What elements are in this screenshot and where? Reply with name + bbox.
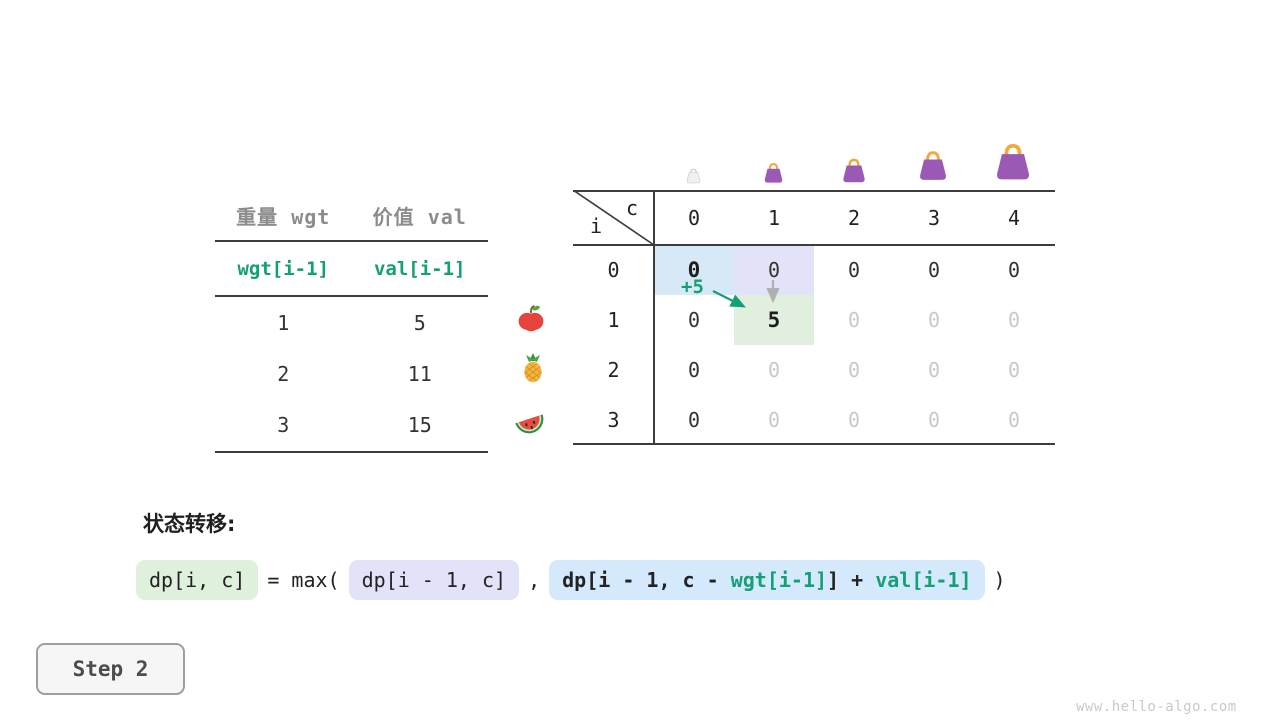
dp-row-header-3: 3 bbox=[607, 408, 620, 432]
dp-cell-r3c3: 0 bbox=[927, 408, 941, 432]
items-row-2: 2 11 bbox=[215, 348, 488, 399]
state-transition-formula: dp[i, c] = max( dp[i - 1, c] , dp[i - 1,… bbox=[136, 560, 1006, 600]
bag-icon-capacity-3 bbox=[916, 148, 950, 186]
formula-term-skip: dp[i - 1, c] bbox=[348, 560, 520, 600]
dp-row-header-0: 0 bbox=[607, 258, 620, 282]
items-table-var-row: wgt[i-1] val[i-1] bbox=[215, 242, 488, 297]
formula-separator: , bbox=[528, 568, 541, 592]
bag-icon-capacity-2 bbox=[840, 156, 868, 188]
dp-cell-r2c0: 0 bbox=[687, 358, 701, 382]
item-2-weight: 2 bbox=[277, 361, 290, 386]
watermark: www.hello-algo.com bbox=[1076, 699, 1237, 715]
state-transition-label: 状态转移: bbox=[143, 512, 236, 536]
items-table: 重量 wgt 价值 val wgt[i-1] val[i-1] 1 5 2 11… bbox=[215, 190, 488, 453]
dp-cell-r3c0: 0 bbox=[687, 408, 701, 432]
dp-border-bottom bbox=[573, 443, 1055, 445]
dp-border-vertical bbox=[653, 190, 655, 445]
items-table-header: 重量 wgt 价值 val bbox=[215, 190, 488, 242]
dp-table: c i 0 1 2 3 4 0 1 2 3 0 0 0 0 0 0 5 0 0 … bbox=[573, 190, 1055, 445]
dp-corner-cell: c i bbox=[573, 190, 654, 245]
bag-icon-capacity-4 bbox=[992, 140, 1034, 186]
bag-icon-capacity-1 bbox=[762, 161, 785, 188]
dp-row-header-1: 1 bbox=[607, 308, 620, 332]
dp-cell-r0c2: 0 bbox=[847, 258, 861, 282]
dp-cell-r1c1: 5 bbox=[734, 295, 814, 345]
dp-cell-r2c4: 0 bbox=[1007, 358, 1021, 382]
dp-cell-r2c2: 0 bbox=[847, 358, 861, 382]
items-header-value: 价值 val bbox=[372, 204, 467, 229]
items-header-weight: 重量 wgt bbox=[236, 204, 331, 229]
dp-border-header bbox=[573, 244, 1055, 246]
dp-col-header-4: 4 bbox=[1007, 205, 1021, 230]
dp-column-headers: 0 1 2 3 4 bbox=[654, 190, 1054, 245]
dp-cell-r3c1: 0 bbox=[767, 408, 781, 432]
dp-col-header-3: 3 bbox=[927, 205, 941, 230]
item-1-value: 5 bbox=[413, 310, 426, 335]
dp-row-header-2: 2 bbox=[607, 358, 620, 382]
dp-cell-r0c0: 0 bbox=[654, 245, 734, 295]
formula-take-prefix: dp[i - 1, c - bbox=[562, 568, 731, 592]
items-row-1: 1 5 bbox=[215, 297, 488, 348]
dp-cell-r0c1: 0 bbox=[734, 245, 814, 295]
dp-cell-r1c0: 0 bbox=[687, 308, 701, 332]
dp-col-header-0: 0 bbox=[687, 205, 701, 230]
formula-term-take: dp[i - 1, c - wgt[i-1]] + val[i-1] bbox=[549, 560, 985, 600]
dp-corner-col-label: c bbox=[625, 196, 638, 220]
items-row-3: 3 15 bbox=[215, 399, 488, 453]
dp-cell-r1c2: 0 bbox=[847, 308, 861, 332]
dp-col-header-1: 1 bbox=[767, 205, 781, 230]
apple-icon bbox=[516, 303, 546, 333]
formula-close-paren: ) bbox=[993, 568, 1006, 592]
dp-cells: 0 0 0 0 0 0 5 0 0 0 0 0 0 0 0 0 0 0 0 0 bbox=[654, 245, 1054, 445]
item-1-weight: 1 bbox=[277, 310, 290, 335]
dp-cell-r0c3: 0 bbox=[927, 258, 941, 282]
watermelon-icon bbox=[513, 405, 547, 439]
pineapple-icon bbox=[517, 352, 549, 384]
bag-icon-capacity-0 bbox=[685, 167, 702, 188]
dp-cell-r3c4: 0 bbox=[1007, 408, 1021, 432]
dp-cell-r3c2: 0 bbox=[847, 408, 861, 432]
dp-col-header-2: 2 bbox=[847, 205, 861, 230]
formula-equals-max: = max( bbox=[267, 568, 340, 592]
step-button[interactable]: Step 2 bbox=[36, 643, 185, 695]
items-var-weight: wgt[i-1] bbox=[237, 257, 329, 280]
item-2-value: 11 bbox=[407, 361, 432, 386]
item-3-value: 15 bbox=[407, 413, 432, 437]
dp-cell-r1c4: 0 bbox=[1007, 308, 1021, 332]
dp-cell-r0c4: 0 bbox=[1007, 258, 1021, 282]
dp-cell-r1c3: 0 bbox=[927, 308, 941, 332]
item-3-weight: 3 bbox=[277, 413, 290, 437]
formula-take-mid: ] + bbox=[827, 568, 876, 592]
dp-cell-r2c1: 0 bbox=[767, 358, 781, 382]
formula-take-wgt: wgt[i-1] bbox=[730, 568, 828, 592]
dp-cell-r2c3: 0 bbox=[927, 358, 941, 382]
formula-term-current: dp[i, c] bbox=[136, 560, 259, 600]
dp-border-top bbox=[573, 190, 1055, 192]
dp-row-headers: 0 1 2 3 bbox=[573, 245, 654, 445]
items-var-value: val[i-1] bbox=[373, 257, 466, 280]
formula-take-val: val[i-1] bbox=[875, 568, 972, 592]
dp-corner-row-label: i bbox=[590, 214, 603, 238]
plus-value-annotation: +5 bbox=[681, 276, 704, 298]
